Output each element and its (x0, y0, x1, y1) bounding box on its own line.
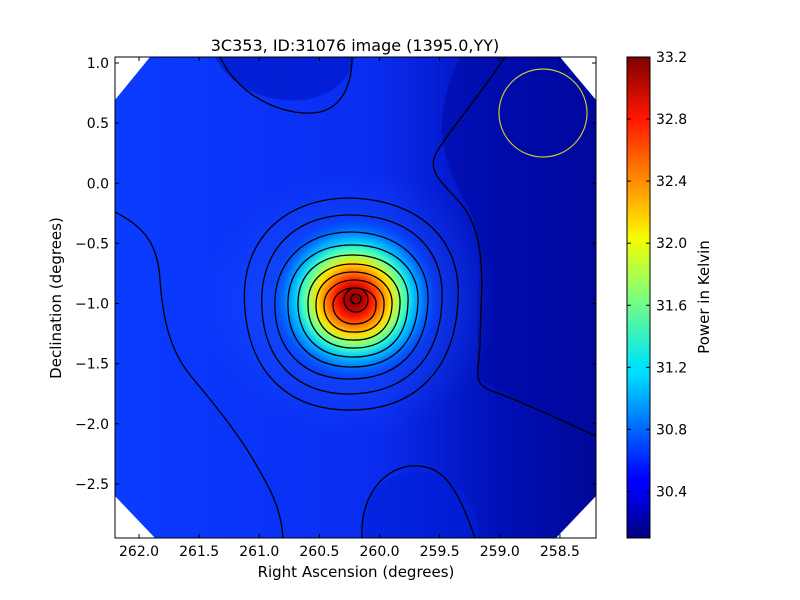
heatmap-image (115, 57, 596, 538)
colorbar-tick-label: 31.6 (656, 298, 687, 314)
contour-source-2 (261, 214, 443, 395)
contour-upper (219, 57, 353, 114)
x-tick-label: 261.5 (179, 544, 219, 560)
y-tick-label: −1.5 (75, 357, 109, 373)
colorbar-tick-label: 30.4 (656, 484, 687, 500)
y-tick-label: −2.0 (75, 417, 109, 433)
x-tick-label: 260.0 (360, 544, 400, 560)
colorbar-label: Power in Kelvin (695, 240, 713, 354)
x-axis-label: Right Ascension (degrees) (258, 563, 455, 581)
contour-lines (115, 57, 596, 538)
contour-left (115, 211, 284, 538)
beam-circle (498, 68, 588, 158)
y-axis: 1.0 0.5 0.0 −0.5 −1.0 −1.5 −2.0 −2.5 (75, 56, 596, 493)
x-tick-label: 259.0 (480, 544, 520, 560)
colorbar-tick-label: 32.0 (656, 236, 687, 252)
y-axis-label: Declination (degrees) (47, 217, 65, 379)
y-tick-label: −1.0 (75, 297, 109, 313)
x-tick-label: 261.0 (239, 544, 279, 560)
x-tick-label: 262.0 (119, 544, 159, 560)
x-axis: 262.0 261.5 261.0 260.5 260.0 259.5 259.0 258.5 (119, 57, 580, 560)
y-tick-label: 0.0 (87, 176, 109, 192)
colorbar-tick-label: 33.2 (656, 50, 687, 66)
chart-title: 3C353, ID:31076 image (1395.0,YY) (211, 36, 500, 55)
x-tick-label: 260.5 (299, 544, 339, 560)
plot-frame (114, 56, 597, 539)
x-tick-label: 259.5 (420, 544, 460, 560)
colorbar (626, 56, 651, 539)
x-tick-label: 258.5 (540, 544, 580, 560)
contour-bottom (361, 465, 476, 538)
colorbar-ticks: 30.4 30.8 31.2 31.6 32.0 32.4 32.8 33.2 (627, 50, 687, 500)
colorbar-tick-label: 31.2 (656, 360, 687, 376)
colorbar-tick-label: 30.8 (656, 422, 687, 438)
colorbar-tick-label: 32.4 (656, 174, 687, 190)
y-tick-label: −2.5 (75, 477, 109, 493)
colorbar-tick-label: 32.8 (656, 112, 687, 128)
contour-right (432, 57, 596, 437)
y-tick-label: 0.5 (87, 116, 109, 132)
y-tick-label: −0.5 (75, 236, 109, 252)
contour-source-1 (243, 197, 459, 411)
y-tick-label: 1.0 (87, 56, 109, 72)
